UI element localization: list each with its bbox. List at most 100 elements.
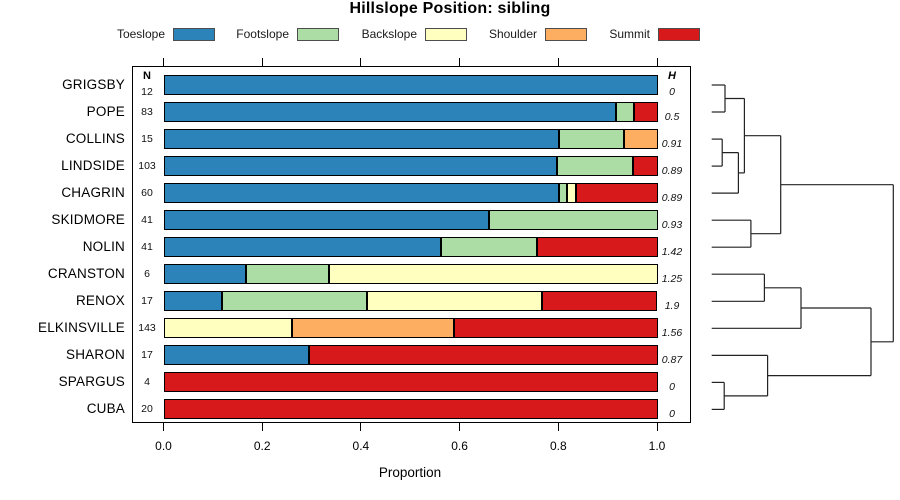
row-label: NOLIN: [82, 239, 125, 255]
row-label: ELKINSVILLE: [38, 320, 125, 336]
bar-row: [163, 372, 658, 393]
n-value: 17: [141, 295, 153, 308]
n-value: 12: [141, 86, 153, 98]
n-value: 143: [138, 322, 156, 335]
bar-segment-toeslope: [163, 210, 489, 231]
n-value: 83: [141, 106, 153, 119]
bar-row: [163, 75, 658, 95]
bar-row: [163, 291, 658, 312]
legend-label: Footslope: [236, 27, 289, 41]
bar-segment-backslope: [566, 183, 576, 204]
h-value: 0: [669, 381, 675, 394]
axis-tick-bottom: [163, 423, 164, 431]
legend-swatch-footslope: [297, 27, 339, 41]
legend-label: Shoulder: [488, 27, 537, 41]
h-value: 0.87: [661, 354, 683, 367]
bar-segment-toeslope: [163, 102, 616, 123]
row-label: GRIGSBY: [62, 77, 125, 92]
axis-tick-label: 1.0: [648, 439, 666, 453]
row-label: CRANSTON: [47, 266, 125, 282]
bar-segment-summit: [536, 237, 658, 258]
n-value: 15: [141, 133, 153, 146]
row-label: CUBA: [86, 401, 125, 417]
bar-row: [163, 129, 658, 150]
chart-title: Hillslope Position: sibling: [349, 0, 551, 17]
bar-segment-footslope: [556, 156, 633, 177]
bar-segment-summit: [632, 156, 658, 177]
bar-segment-footslope: [488, 210, 658, 231]
axis-tick-top: [656, 58, 658, 66]
bar-row: [163, 345, 658, 366]
n-value: 60: [141, 187, 153, 200]
axis-tick-top: [459, 58, 461, 66]
h-value: 0.93: [661, 219, 683, 232]
bar-row: [163, 318, 658, 339]
axis-tick-label: 0.2: [253, 439, 271, 453]
bar-segment-summit: [453, 318, 658, 339]
axis-tick-bottom: [656, 423, 658, 431]
axis-tick-label: 0.0: [155, 439, 172, 453]
bar-segment-footslope: [558, 183, 567, 204]
bar-segment-backslope: [163, 318, 292, 339]
n-column-header: N: [143, 70, 151, 82]
row-label: POPE: [86, 104, 125, 120]
row-label: SPARGUS: [58, 374, 125, 390]
row-label: COLLINS: [65, 131, 125, 147]
legend-label: Toeslope: [116, 27, 165, 41]
h-value: 0: [669, 86, 675, 98]
axis-tick-top: [163, 58, 164, 66]
bar-segment-footslope: [615, 102, 634, 123]
bar-row: [163, 102, 658, 123]
bar-segment-toeslope: [163, 345, 309, 366]
axis-tick-label: 0.6: [451, 439, 468, 453]
bar-segment-summit: [575, 183, 658, 204]
x-axis-label: Proportion: [378, 465, 442, 480]
axis-tick-bottom: [557, 423, 559, 431]
n-value: 6: [144, 268, 150, 281]
bar-segment-toeslope: [163, 291, 222, 312]
bar-segment-summit: [541, 291, 657, 312]
row-label: SKIDMORE: [51, 212, 125, 228]
n-value: 4: [144, 376, 150, 389]
row-label: RENOX: [75, 293, 125, 309]
bar-row: [163, 399, 658, 420]
bar-segment-toeslope: [163, 264, 246, 285]
bar-segment-backslope: [366, 291, 542, 312]
h-value: 1.42: [661, 246, 683, 259]
bar-segment-toeslope: [163, 129, 559, 150]
bar-segment-toeslope: [163, 156, 557, 177]
h-value: 0: [669, 408, 675, 421]
bar-segment-summit: [633, 102, 658, 123]
bar-segment-shoulder: [623, 129, 658, 150]
bar-row: [163, 183, 658, 204]
legend-swatch-toeslope: [173, 27, 215, 41]
axis-tick-bottom: [360, 423, 362, 431]
row-label: LINDSIDE: [61, 158, 125, 174]
legend-swatch-shoulder: [545, 27, 587, 41]
bar-segment-summit: [163, 372, 658, 393]
bar-row: [163, 156, 658, 177]
bar-segment-shoulder: [291, 318, 454, 339]
bar-segment-summit: [308, 345, 658, 366]
n-value: 17: [141, 349, 153, 362]
bar-segment-toeslope: [163, 183, 559, 204]
h-value: 1.25: [661, 273, 683, 286]
legend-swatch-backslope: [425, 27, 467, 41]
legend-label: Backslope: [361, 27, 417, 41]
n-value: 20: [141, 403, 153, 416]
legend-label: Summit: [609, 27, 650, 41]
bar-segment-toeslope: [163, 75, 658, 95]
bar-row: [163, 210, 658, 231]
legend-swatch-summit: [658, 27, 700, 41]
h-value: 0.5: [664, 111, 680, 124]
h-value: 0.89: [661, 192, 683, 205]
h-column-header: H: [668, 70, 676, 82]
bar-segment-summit: [163, 399, 658, 420]
h-value: 0.91: [661, 138, 683, 151]
axis-tick-bottom: [459, 423, 461, 431]
bar-row: [163, 264, 658, 285]
n-value: 41: [141, 241, 153, 254]
bar-segment-footslope: [221, 291, 367, 312]
row-label: SHARON: [66, 347, 125, 363]
